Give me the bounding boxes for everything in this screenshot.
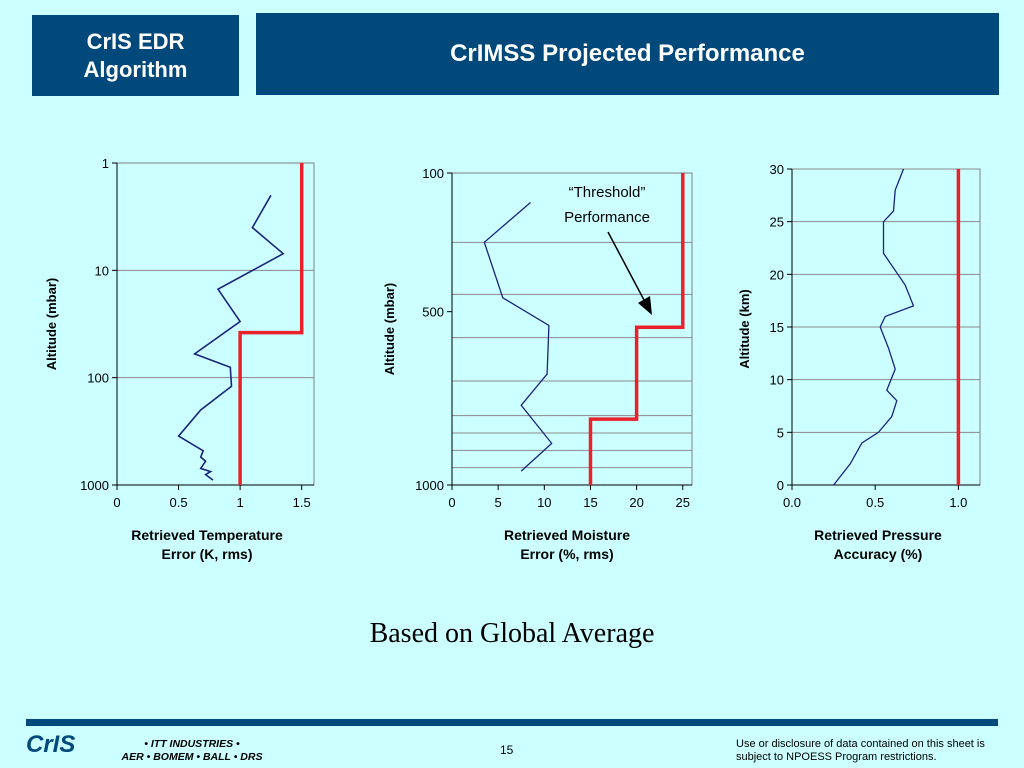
chart1-x-tick-label: 10 [537,495,551,510]
threshold-annotation-arrow-line [607,231,645,301]
chart0-x-tick-label: 1 [237,495,244,510]
chart2-ylabel: Altitude (km) [737,289,752,368]
chart2-x-tick-label: 1.0 [949,495,967,510]
chart2-xlabel-line2: Accuracy (%) [833,546,923,562]
chart0-xlabel-line1: Retrieved Temperature [131,527,283,543]
chart1-ylabel: Altitude (mbar) [382,283,397,375]
chart1-xlabel: Retrieved Moisture Error (%, rms) [457,526,677,564]
threshold-annotation-arrowhead [638,296,652,315]
chart2-y-tick-label: 5 [777,425,784,440]
header-left-line1: CrIS EDR [86,28,185,54]
chart2-x-tick-label: 0.0 [783,495,801,510]
chart2-y-tick-label: 20 [770,267,784,282]
chart1-xlabel-line1: Retrieved Moisture [503,527,631,543]
chart0-x-tick-label: 0.5 [170,495,188,510]
footer-partners-line2: AER • BOMEM • BALL • DRS [121,751,263,763]
chart1-series-retrieved-line [483,202,553,472]
slide-subtitle: Based on Global Average [369,618,655,649]
chart0-plot-area [116,162,315,486]
chart1-series-threshold-line [588,173,685,485]
footer-logo: CrIS [26,731,76,758]
footer-notice-line1: Use or disclosure of data contained on t… [736,738,985,750]
footer-notice-line2: subject to NPOESS Program restrictions. [736,751,937,763]
header-left-line2: Algorithm [83,56,188,82]
chart2-y-tick-label: 10 [770,373,784,388]
chart0-y-tick-label: 100 [87,371,109,386]
chart1-x-tick-label: 0 [448,495,455,510]
chart2-xlabel-line1: Retrieved Pressure [814,527,942,543]
chart0-xlabel-line2: Error (K, rms) [161,546,253,562]
chart0-x-tick-label: 1.5 [293,495,311,510]
chart2-xlabel: Retrieved Pressure Accuracy (%) [768,526,988,564]
chart2-y-tick-label: 15 [770,320,784,335]
chart0-x-tick-label: 0 [113,495,120,510]
chart1-y-tick-label: 500 [422,305,444,320]
chart0-ylabel: Altitude (mbar) [44,278,59,370]
chart2-y-tick-label: 25 [770,215,784,230]
header-left-box: CrIS EDR Algorithm [32,15,239,96]
threshold-annotation-line2: Performance [564,209,650,226]
header-title-box: CrIMSS Projected Performance [256,13,999,95]
chart2-x-tick-label: 0.5 [866,495,884,510]
chart1-x-tick-label: 5 [495,495,502,510]
footer-divider [26,719,998,726]
chart1-x-tick-label: 20 [629,495,643,510]
chart2-y-tick-label: 0 [777,478,784,493]
chart1-y-tick-label: 1000 [415,478,444,493]
footer-notice: Use or disclosure of data contained on t… [736,738,1006,764]
page-number: 15 [500,743,514,757]
page-title: CrIMSS Projected Performance [450,40,805,67]
chart2-series-retrieved-line [833,168,915,486]
chart0-xlabel: Retrieved Temperature Error (K, rms) [97,526,317,564]
footer-partners-line1: • ITT INDUSTRIES • [144,738,240,750]
chart1-xlabel-line2: Error (%, rms) [520,546,614,562]
chart1-x-tick-label: 25 [676,495,690,510]
chart0-y-tick-label: 10 [95,263,109,278]
chart1-y-tick-label: 100 [422,166,444,181]
chart1-x-tick-label: 15 [583,495,597,510]
chart0-series-threshold-line [238,163,304,485]
chart2-y-tick-label: 30 [770,162,784,177]
chart0-y-tick-label: 1000 [80,478,109,493]
chart0-series-retrieved-line [177,194,285,481]
chart0-y-tick-label: 1 [102,156,109,171]
threshold-annotation-line1: “Threshold” [569,184,646,201]
